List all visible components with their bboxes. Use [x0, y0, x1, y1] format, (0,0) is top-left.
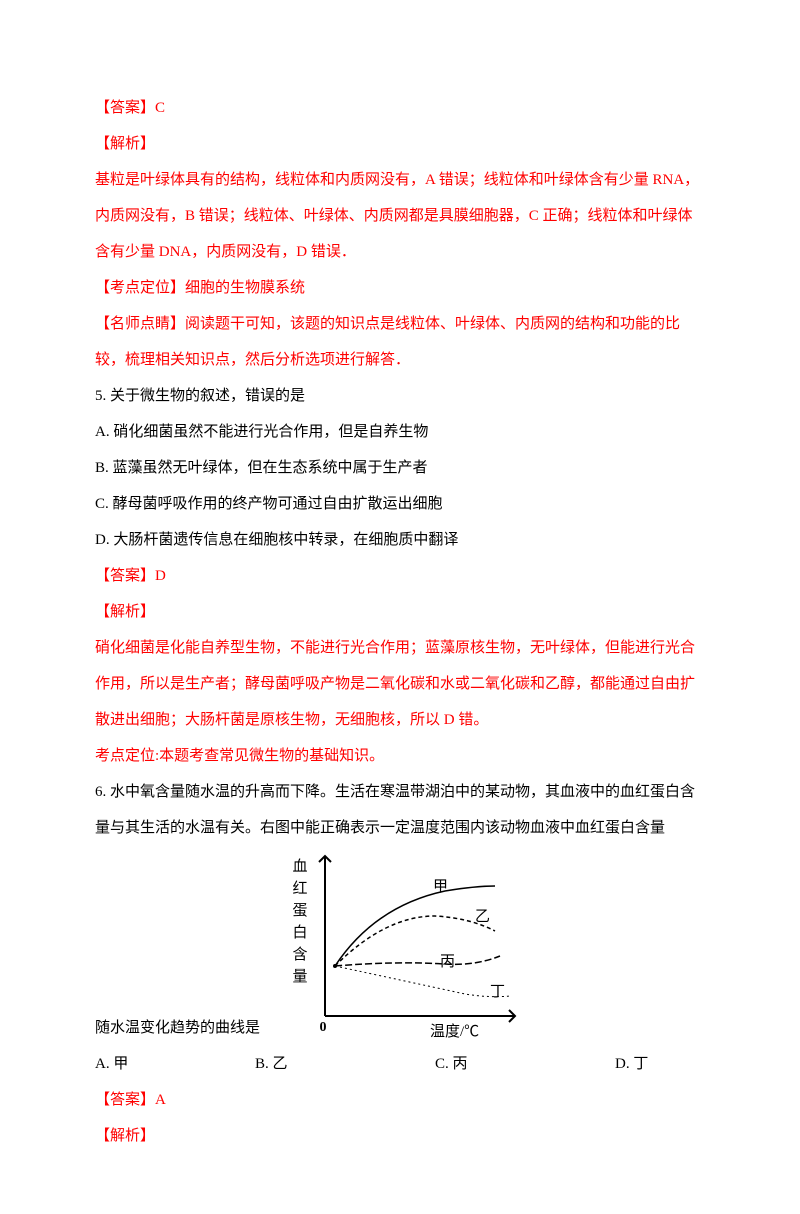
q6-stem-tail: 随水温变化趋势的曲线是	[95, 1010, 260, 1046]
explain-4-label: 【解析】	[95, 126, 705, 162]
answer-4-label: 【答案】C	[95, 90, 705, 126]
q5-option-b: B. 蓝藻虽然无叶绿体，但在生态系统中属于生产者	[95, 450, 705, 486]
point-4: 【考点定位】细胞的生物膜系统	[95, 270, 705, 306]
q5-option-a: A. 硝化细菌虽然不能进行光合作用，但是自养生物	[95, 414, 705, 450]
hemoglobin-chart: 0 血红蛋白含量温度/℃ 甲乙丙丁	[265, 846, 545, 1046]
q6-option-b: B. 乙	[255, 1046, 435, 1082]
svg-text:蛋: 蛋	[293, 902, 308, 919]
explain-5-body: 硝化细菌是化能自养型生物，不能进行光合作用；蓝藻原核生物，无叶绿体，但能进行光合…	[95, 630, 705, 738]
q5-option-c: C. 酵母菌呼吸作用的终产物可通过自由扩散运出细胞	[95, 486, 705, 522]
answer-5-label: 【答案】D	[95, 558, 705, 594]
explain-4-body: 基粒是叶绿体具有的结构，线粒体和内质网没有，A 错误；线粒体和叶绿体含有少量 R…	[95, 162, 705, 270]
q5-option-d: D. 大肠杆菌遗传信息在细胞核中转录，在细胞质中翻译	[95, 522, 705, 558]
q6-option-c: C. 丙	[435, 1046, 615, 1082]
explain-5-label: 【解析】	[95, 594, 705, 630]
svg-text:0: 0	[320, 1020, 327, 1035]
point-5: 考点定位:本题考查常见微生物的基础知识。	[95, 738, 705, 774]
answer-6-label: 【答案】A	[95, 1082, 705, 1118]
svg-text:红: 红	[293, 880, 308, 897]
teacher-4: 【名师点睛】阅读题干可知，该题的知识点是线粒体、叶绿体、内质网的结构和功能的比较…	[95, 306, 705, 378]
explain-6-label: 【解析】	[95, 1118, 705, 1154]
exam-page: 【答案】C 【解析】 基粒是叶绿体具有的结构，线粒体和内质网没有，A 错误；线粒…	[0, 0, 800, 1214]
chart-svg: 0 血红蛋白含量温度/℃ 甲乙丙丁	[265, 846, 545, 1046]
svg-text:乙: 乙	[475, 909, 490, 925]
svg-text:温度/℃: 温度/℃	[430, 1023, 479, 1040]
svg-text:甲: 甲	[433, 879, 448, 895]
q5-stem: 5. 关于微生物的叙述，错误的是	[95, 378, 705, 414]
svg-text:白: 白	[293, 924, 308, 941]
q6-option-d: D. 丁	[615, 1046, 695, 1082]
svg-text:丙: 丙	[440, 954, 455, 970]
svg-text:量: 量	[293, 969, 308, 985]
q6-option-a: A. 甲	[95, 1046, 255, 1082]
svg-text:血: 血	[293, 858, 308, 875]
svg-text:丁: 丁	[490, 984, 505, 1000]
q6-chart-row: 随水温变化趋势的曲线是 0 血红蛋白含量温度/℃ 甲乙丙丁	[95, 846, 705, 1046]
q6-options: A. 甲 B. 乙 C. 丙 D. 丁	[95, 1046, 705, 1082]
q6-stem-part1: 6. 水中氧含量随水温的升高而下降。生活在寒温带湖泊中的某动物，其血液中的血红蛋…	[95, 774, 705, 846]
svg-text:含: 含	[293, 946, 308, 963]
